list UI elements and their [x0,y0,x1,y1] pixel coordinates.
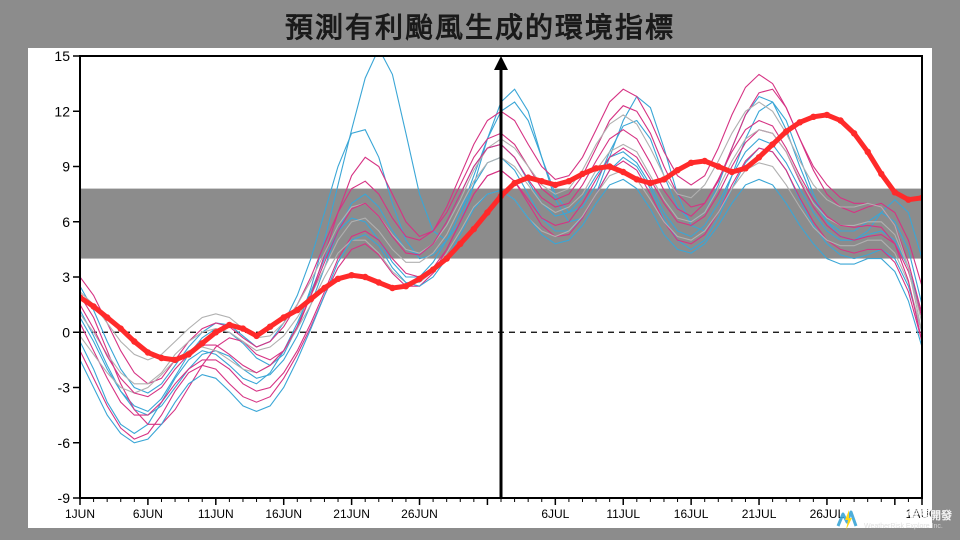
y-tick-label: -3 [58,380,71,396]
x-tick-label: 6JUN [133,507,163,521]
y-tick-label: 12 [54,103,70,119]
x-tick-label: 16JUN [265,507,302,521]
y-tick-label: 6 [62,214,70,230]
x-tick-label: 1JUN [65,507,95,521]
x-tick-label: 16JUL [674,507,709,521]
y-tick-label: -9 [58,490,71,506]
x-tick-label: 21JUN [333,507,370,521]
logo-text-block: 天氣風險管理開發 WeatherRisk Explore Inc. [864,510,952,529]
x-tick-label: 6JUL [541,507,569,521]
logo-text-main: 天氣風險管理開發 [864,510,952,522]
logo-icon [836,508,860,532]
ensemble-line-chart: -9 -6 -3 0 3 6 9 12 15 1JUN 6JUN 11JUN 16JUN 21JUN 26J… [28,48,932,528]
y-tick-label: 3 [62,269,70,285]
y-tick-label: 15 [54,48,70,64]
y-tick-label: 0 [62,324,70,340]
y-tick-label: 9 [62,159,70,175]
page-title: 預測有利颱風生成的環境指標 [0,6,960,46]
x-tick-label: 11JUN [198,507,234,521]
x-tick-label: 26JUN [401,507,438,521]
x-tick-label: 21JUL [742,507,777,521]
now-arrow-head [494,56,508,70]
y-tick-label: -6 [58,435,71,451]
logo-text-sub: WeatherRisk Explore Inc. [864,523,952,530]
x-tick-label: 11JUL [606,507,640,521]
chart-container: -9 -6 -3 0 3 6 9 12 15 1JUN 6JUN 11JUN 16JUN 21JUN 26J… [28,48,932,528]
brand-logo: 天氣風險管理開發 WeatherRisk Explore Inc. [836,508,952,532]
